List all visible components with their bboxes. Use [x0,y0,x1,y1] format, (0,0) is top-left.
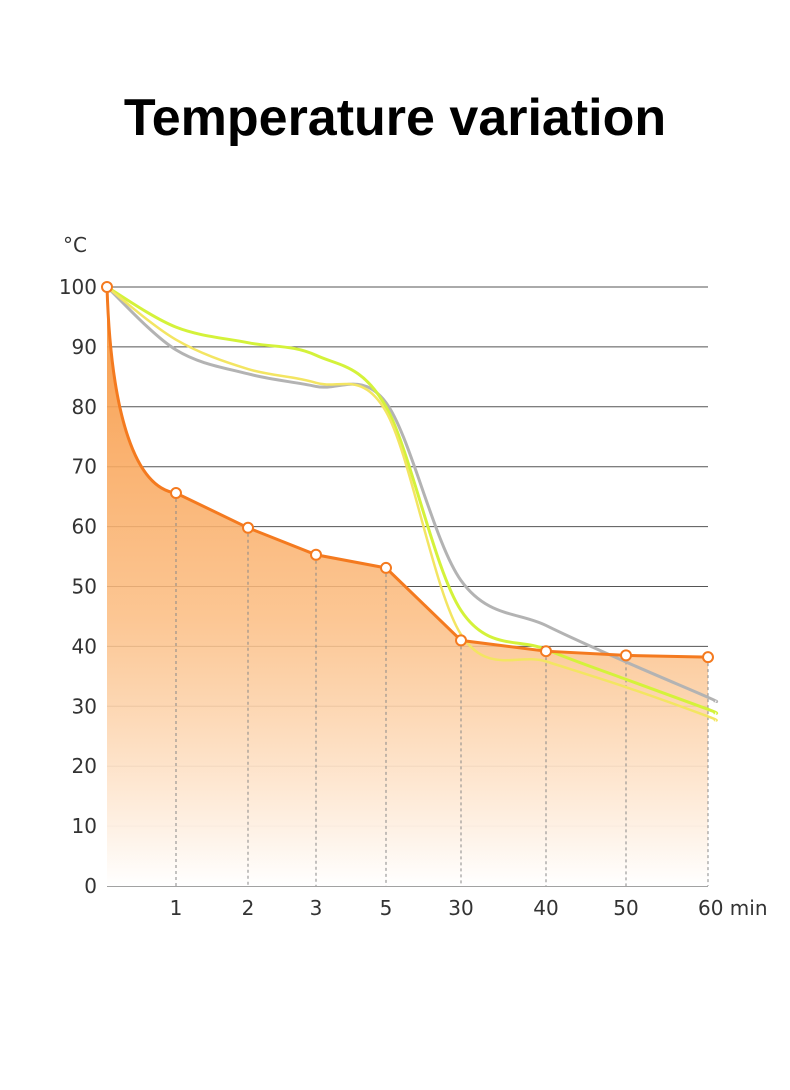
x-tick-label: 30 [448,896,473,920]
y-tick-label: 100 [59,275,97,299]
x-tick-label: 50 [613,896,638,920]
main-series-line [105,286,709,659]
x-tick-label: 3 [310,896,323,920]
y-axis-unit: °C [63,233,87,257]
chart-title: Temperature variation [123,89,667,147]
data-markers [101,281,714,664]
y-tick-label: 90 [72,335,97,359]
data-point-marker [455,634,467,647]
axis-labels: 0 10 20 30 40 50 60 70 80 90 100 1 2 3 5 30 40 50 60 min [59,275,768,920]
data-point-marker [242,521,254,534]
x-tick-label: 60 min [698,896,768,920]
comparison-series-line [106,286,718,722]
data-point-marker [170,487,182,500]
data-point-marker [620,649,632,662]
x-tick-label: 2 [242,896,255,920]
area-fill [107,287,708,886]
data-point-marker [702,651,714,664]
y-tick-label: 20 [72,754,97,778]
y-tick-label: 30 [72,694,97,718]
x-tick-label: 5 [380,896,393,920]
x-tick-label: 1 [170,896,183,920]
comparison-series-line [106,285,719,715]
series-lines [105,285,719,722]
y-tick-label: 70 [72,455,97,479]
data-point-marker [380,561,392,574]
x-tick-label: 40 [533,896,558,920]
y-tick-label: 40 [72,634,97,658]
data-point-marker [310,548,322,561]
comparison-series-line [105,285,719,704]
y-tick-label: 60 [72,515,97,539]
dashed-guides [175,493,709,886]
main-series-area [107,287,708,886]
y-tick-label: 80 [72,395,97,419]
y-tick-label: 0 [84,874,97,898]
data-point-marker [101,281,113,293]
y-tick-label: 50 [72,575,97,599]
y-tick-label: 10 [72,814,97,838]
data-point-marker [540,645,552,658]
